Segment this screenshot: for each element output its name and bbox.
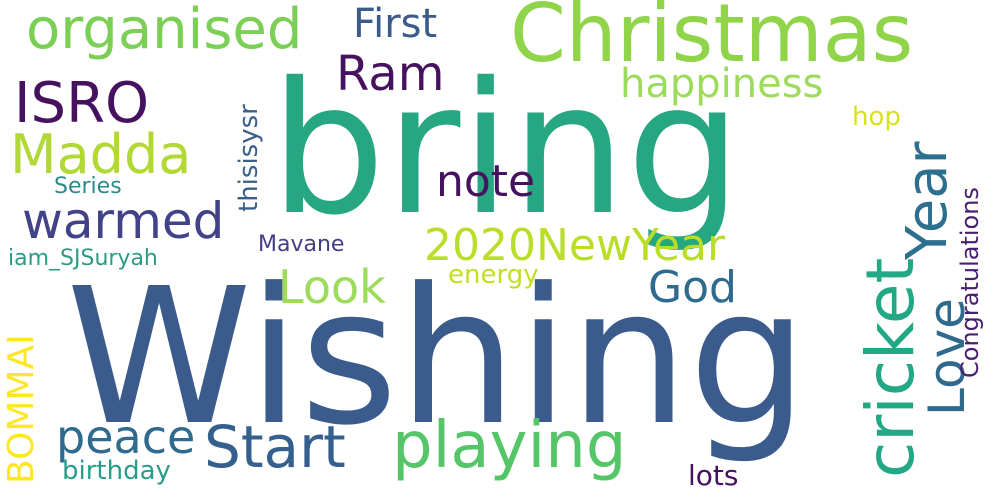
word-2020newyear: 2020NewYear bbox=[424, 220, 726, 271]
word-hop: hop bbox=[852, 102, 901, 132]
word-cricket: cricket bbox=[852, 257, 929, 478]
word-isro: ISRO bbox=[14, 71, 150, 136]
word-playing: playing bbox=[392, 409, 627, 483]
word-congratulations: Congratulations bbox=[956, 187, 984, 378]
word-first: First bbox=[353, 1, 438, 47]
word-bring: bring bbox=[270, 43, 742, 255]
word-lots: lots bbox=[688, 459, 739, 492]
word-ram: Ram bbox=[336, 46, 445, 102]
word-note: note bbox=[436, 156, 536, 207]
word-energy: energy bbox=[448, 260, 539, 290]
word-look: Look bbox=[278, 260, 386, 314]
word-series: Series bbox=[54, 174, 122, 199]
word-organised: organised bbox=[26, 0, 303, 62]
word-year: Year bbox=[895, 141, 960, 260]
word-christmas: Christmas bbox=[510, 0, 914, 80]
word-thisisysr: thisisysr bbox=[234, 104, 264, 212]
word-mavane: Mavane bbox=[258, 232, 345, 257]
word-madda: Madda bbox=[10, 123, 192, 186]
word-happiness: happiness bbox=[620, 61, 824, 107]
word-bommai: BOMMAI bbox=[1, 334, 42, 484]
word-peace: peace bbox=[56, 410, 196, 464]
word-start: Start bbox=[204, 413, 346, 481]
word-warmed: warmed bbox=[22, 192, 225, 250]
word-birthday: birthday bbox=[62, 456, 171, 486]
word-god: God bbox=[648, 262, 737, 313]
word-iam-sjsuryah: iam_SJSuryah bbox=[8, 246, 158, 271]
word-wishing: Wishing bbox=[66, 248, 808, 467]
